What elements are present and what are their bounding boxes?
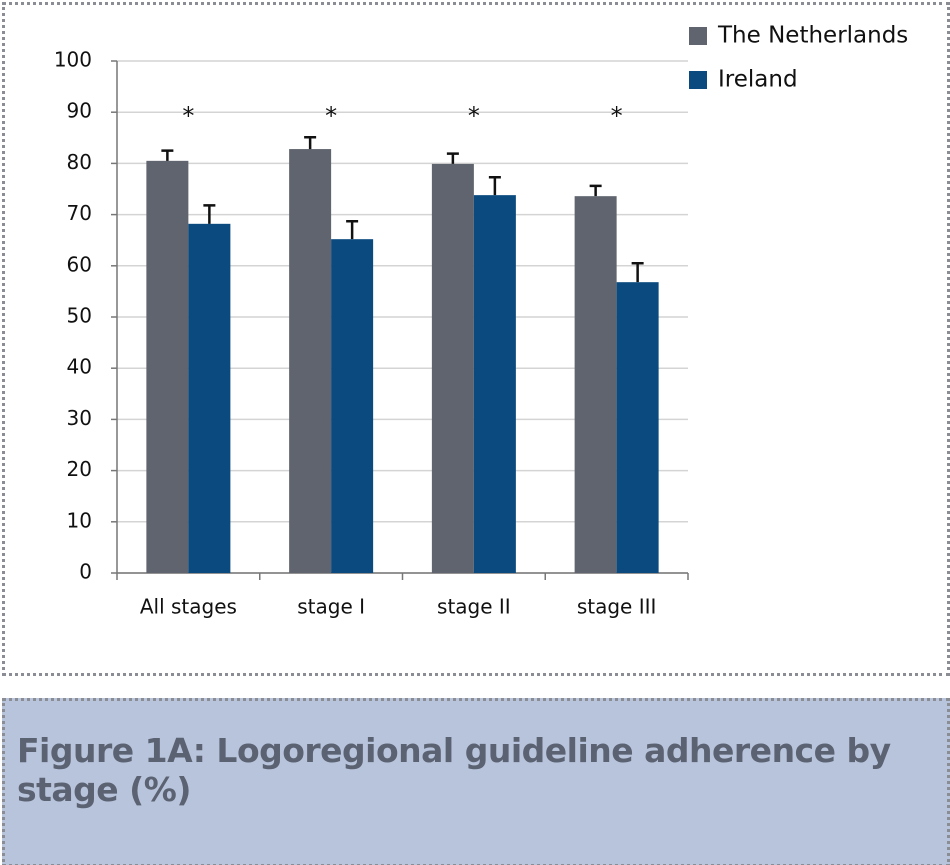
y-tick-label: 30 [67, 406, 92, 430]
error-bar [161, 149, 174, 161]
error-bar [203, 204, 216, 224]
legend-label: Ireland [718, 67, 798, 93]
legend-swatch [689, 27, 707, 45]
chart-title: Figure 1A: Logoregional guideline adhere… [17, 731, 891, 809]
error-bar [488, 175, 501, 196]
error-bar [346, 220, 359, 240]
bar [188, 223, 231, 574]
legend-swatch [689, 71, 707, 89]
error-bar [304, 136, 317, 150]
annotation: * [468, 102, 480, 130]
y-tick-label: 60 [67, 252, 92, 276]
x-tick-label: stage II [437, 595, 511, 619]
x-tick-label: stage III [577, 595, 657, 619]
chart: 0 10 20 30 40 50 60 70 80 90 100 All stages * stage I… [54, 23, 908, 619]
error-bar [589, 184, 602, 197]
legend-label: The Netherlands [717, 23, 908, 49]
y-tick-label: 100 [54, 48, 92, 72]
y-tick-label: 70 [67, 201, 92, 225]
y-tick-label: 40 [67, 355, 92, 379]
y-tick-label: 50 [67, 304, 92, 328]
bar [289, 149, 332, 573]
bar [431, 163, 474, 574]
bar [473, 195, 516, 574]
bar [616, 282, 659, 573]
y-tick-label: 0 [79, 560, 92, 584]
chart-frame [2, 2, 950, 676]
y-tick-label: 90 [67, 99, 92, 123]
annotation: * [611, 102, 623, 130]
y-tick-label: 10 [67, 508, 92, 532]
annotation: * [325, 102, 337, 130]
error-bar [446, 152, 459, 164]
bar [146, 160, 189, 573]
caption-box: Figure 1A: Logoregional guideline adhere… [2, 698, 950, 865]
bar [331, 239, 374, 573]
y-tick-label: 20 [67, 457, 92, 481]
y-tick-label: 80 [67, 150, 92, 174]
x-tick-label: stage I [297, 595, 365, 619]
x-tick-label: All stages [140, 595, 237, 619]
bar [574, 196, 617, 573]
error-bar [631, 261, 644, 283]
annotation: * [182, 102, 194, 130]
